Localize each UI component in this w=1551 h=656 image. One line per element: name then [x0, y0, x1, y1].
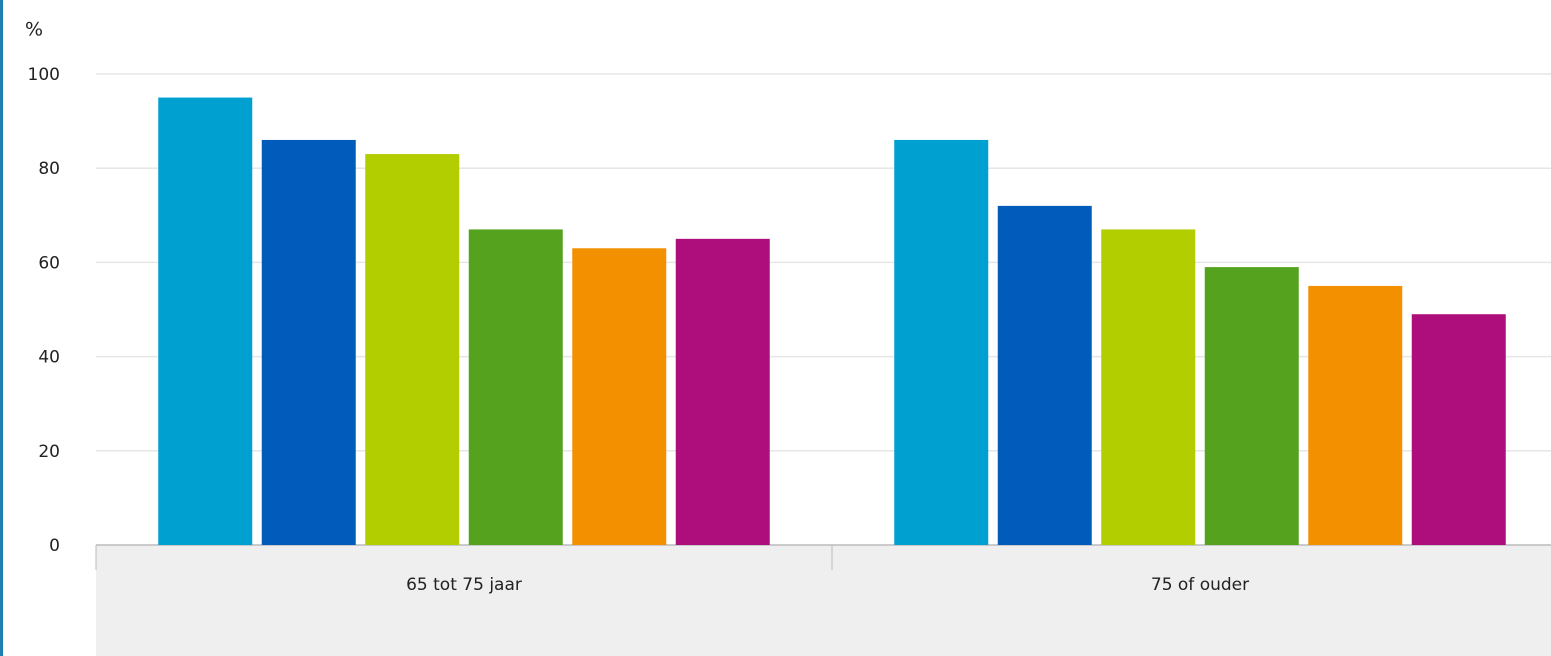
bars — [158, 97, 1506, 546]
bar — [1411, 314, 1506, 545]
bar — [261, 139, 356, 545]
y-tick-label: 0 — [49, 536, 60, 556]
bar — [894, 139, 989, 545]
bar — [468, 229, 563, 545]
bar — [572, 248, 667, 545]
y-tick-label: 60 — [38, 253, 60, 273]
x-tick-label: 75 of ouder — [1151, 575, 1249, 595]
bar — [158, 97, 253, 546]
left-border — [0, 0, 3, 656]
y-tick-label: 20 — [38, 442, 60, 462]
y-axis-label: % — [25, 19, 43, 41]
bar — [1308, 285, 1403, 545]
y-tick-label: 100 — [28, 65, 60, 85]
bar — [997, 205, 1092, 545]
bar — [1204, 267, 1299, 545]
bar — [1101, 229, 1196, 545]
y-tick-label: 80 — [38, 159, 60, 179]
y-tick-label: 40 — [38, 348, 60, 368]
bar — [675, 238, 770, 545]
x-axis-band — [96, 545, 1551, 656]
x-tick-label: 65 tot 75 jaar — [406, 575, 522, 595]
bar — [365, 154, 460, 545]
